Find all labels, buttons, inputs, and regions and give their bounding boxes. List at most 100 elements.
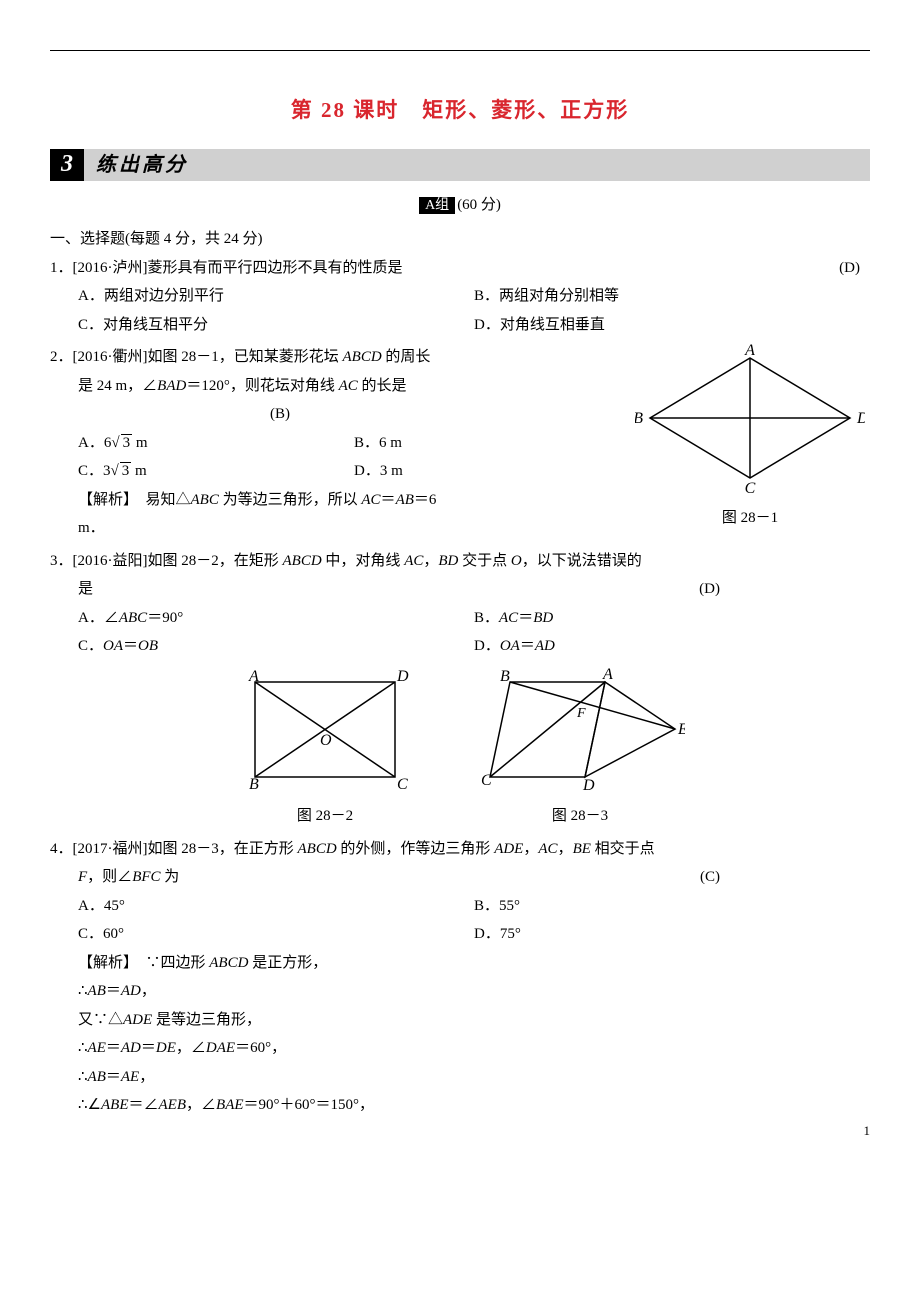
q4-line2: F，则∠BFC 为 (C) bbox=[50, 863, 870, 892]
q4-opt-d: D．75° bbox=[474, 920, 870, 949]
radical-icon: √ bbox=[111, 435, 119, 451]
q3-line1: 3．[2016·益阳]如图 28－2，在矩形 ABCD 中，对角线 AC，BD … bbox=[50, 547, 870, 576]
svg-text:A: A bbox=[248, 668, 259, 685]
q2-explain: 【解析】 易知△ABC 为等边三角形，所以 AC＝AB＝6 bbox=[50, 486, 630, 515]
q2-a-rad: 3 bbox=[121, 434, 133, 451]
q2-figure: A B C D 图 28－1 bbox=[630, 343, 870, 543]
svg-text:C: C bbox=[745, 480, 756, 493]
q3-l2: 是 bbox=[78, 581, 93, 597]
q2-opt-d: D．3 m bbox=[354, 457, 630, 486]
q2-answer: (B) bbox=[270, 406, 290, 422]
group-badge: A组 bbox=[419, 197, 455, 214]
q3-opt-b: B．AC＝BD bbox=[474, 604, 870, 633]
top-rule bbox=[50, 50, 870, 51]
q3i: ，以下说法错误的 bbox=[522, 553, 642, 569]
q2-eb: ABC bbox=[191, 492, 219, 508]
q2-l2a: 是 24 m，∠ bbox=[78, 378, 157, 394]
question-3: 3．[2016·益阳]如图 28－2，在矩形 ABCD 中，对角线 AC，BD … bbox=[50, 547, 870, 831]
q3c: 中，对角线 bbox=[322, 553, 405, 569]
rhombus-icon: A B C D bbox=[635, 343, 865, 493]
q2-a-post: m bbox=[132, 435, 147, 451]
q2-answer-line: (B) bbox=[50, 400, 630, 429]
group-score: (60 分) bbox=[457, 197, 501, 213]
q1-answer: (D) bbox=[839, 254, 860, 283]
q1-opt-b: B．两组对角分别相等 bbox=[474, 282, 870, 311]
q2-opt-a: A．6√3 m bbox=[78, 429, 354, 458]
q2-ee: ＝ bbox=[381, 492, 396, 508]
svg-text:O: O bbox=[320, 732, 332, 749]
banner-number: 3 bbox=[50, 149, 84, 181]
q3-opt-c: C．OA＝OB bbox=[78, 632, 474, 661]
q1-options: A．两组对边分别平行 B．两组对角分别相等 C．对角线互相平分 D．对角线互相垂… bbox=[50, 282, 870, 339]
q4-exp1: 【解析】 ∵四边形 ABCD 是正方形， bbox=[50, 949, 870, 978]
question-1: 1．[2016·泸州]菱形具有而平行四边形不具有的性质是 (D) A．两组对边分… bbox=[50, 254, 870, 340]
q4-answer: (C) bbox=[700, 863, 720, 892]
q2-eg: ＝6 bbox=[414, 492, 437, 508]
q4-options: A．45° B．55° C．60° D．75° bbox=[50, 892, 870, 949]
rectangle-diagonals-icon: A D B C O bbox=[235, 667, 415, 792]
section-heading: 一、选择题(每题 4 分，共 24 分) bbox=[50, 225, 870, 254]
q2-c-post: m bbox=[131, 463, 146, 479]
lesson-title: 第 28 课时 矩形、菱形、正方形 bbox=[50, 91, 870, 131]
fig-28-2-caption: 图 28－2 bbox=[235, 802, 415, 831]
svg-text:D: D bbox=[856, 410, 865, 427]
q2-l1a: 2．[2016·衢州]如图 28－1，已知某菱形花坛 bbox=[50, 349, 343, 365]
q1-stem: 1．[2016·泸州]菱形具有而平行四边形不具有的性质是 (D) bbox=[50, 254, 870, 283]
q2-ec: 为等边三角形，所以 bbox=[219, 492, 362, 508]
q4-exp4: ∴AE＝AD＝DE，∠DAE＝60°， bbox=[50, 1034, 870, 1063]
svg-text:A: A bbox=[744, 343, 755, 359]
q2-line2: 是 24 m，∠BAD＝120°，则花坛对角线 AC 的长是 bbox=[50, 372, 630, 401]
svg-text:F: F bbox=[576, 706, 586, 721]
q1-stem-text: 1．[2016·泸州]菱形具有而平行四边形不具有的性质是 bbox=[50, 260, 403, 276]
q2-ef: AB bbox=[396, 492, 414, 508]
svg-text:C: C bbox=[397, 776, 408, 792]
q3-line2: 是 (D) bbox=[50, 575, 870, 604]
banner-text: 练出高分 bbox=[96, 146, 188, 184]
q3-opt-d: D．OA＝AD bbox=[474, 632, 870, 661]
q2-l2d: AC bbox=[339, 378, 358, 394]
question-2: 2．[2016·衢州]如图 28－1，已知某菱形花坛 ABCD 的周长 是 24… bbox=[50, 343, 870, 543]
q2-c-pre: C．3 bbox=[78, 463, 111, 479]
q2-l2e: 的长是 bbox=[358, 378, 407, 394]
question-4: 4．[2017·福州]如图 28－3，在正方形 ABCD 的外侧，作等边三角形 … bbox=[50, 835, 870, 1120]
q3h: O bbox=[511, 553, 522, 569]
q3g: 交于点 bbox=[458, 553, 511, 569]
q2-ed: AC bbox=[361, 492, 380, 508]
svg-text:B: B bbox=[635, 410, 643, 427]
q2-l1c: 的周长 bbox=[382, 349, 431, 365]
q2-line1: 2．[2016·衢州]如图 28－1，已知某菱形花坛 ABCD 的周长 bbox=[50, 343, 630, 372]
page-number: 1 bbox=[864, 1119, 871, 1144]
q2-text: 2．[2016·衢州]如图 28－1，已知某菱形花坛 ABCD 的周长 是 24… bbox=[50, 343, 630, 543]
q4-exp2: ∴AB＝AD， bbox=[50, 977, 870, 1006]
q3f: BD bbox=[438, 553, 458, 569]
q3-options: A．∠ABC＝90° B．AC＝BD C．OA＝OB D．OA＝AD bbox=[50, 604, 870, 661]
q2-opt-b: B．6 m bbox=[354, 429, 630, 458]
square-triangle-icon: A B C D E F bbox=[475, 667, 685, 792]
section-banner: 3 练出高分 bbox=[50, 149, 870, 181]
q4-exp5: ∴AB＝AE， bbox=[50, 1063, 870, 1092]
q3-opt-a: A．∠ABC＝90° bbox=[78, 604, 474, 633]
q2-l2c: ＝120°，则花坛对角线 bbox=[186, 378, 338, 394]
svg-text:C: C bbox=[481, 772, 492, 789]
q1-opt-c: C．对角线互相平分 bbox=[78, 311, 474, 340]
q2-opt-c: C．3√3 m bbox=[78, 457, 354, 486]
q1-opt-a: A．两组对边分别平行 bbox=[78, 282, 474, 311]
q4-exp3: 又∵△ADE 是等边三角形， bbox=[50, 1006, 870, 1035]
fig-28-1-caption: 图 28－1 bbox=[630, 504, 870, 533]
q1-opt-d: D．对角线互相垂直 bbox=[474, 311, 870, 340]
fig-28-3-caption: 图 28－3 bbox=[475, 802, 685, 831]
q3-answer: (D) bbox=[699, 575, 720, 604]
svg-text:B: B bbox=[249, 776, 259, 792]
svg-text:D: D bbox=[396, 668, 409, 685]
svg-text:B: B bbox=[500, 668, 510, 685]
q2-a-pre: A．6 bbox=[78, 435, 111, 451]
q2-l1b: ABCD bbox=[343, 349, 382, 365]
q3e: ， bbox=[423, 553, 438, 569]
q3d: AC bbox=[404, 553, 423, 569]
q4-line1: 4．[2017·福州]如图 28－3，在正方形 ABCD 的外侧，作等边三角形 … bbox=[50, 835, 870, 864]
q2-explain2: m． bbox=[50, 514, 630, 543]
group-line: A组(60 分) bbox=[50, 191, 870, 220]
q4-opt-b: B．55° bbox=[474, 892, 870, 921]
q2-l2b: BAD bbox=[157, 378, 186, 394]
fig-28-3: A B C D E F 图 28－3 bbox=[475, 667, 685, 831]
